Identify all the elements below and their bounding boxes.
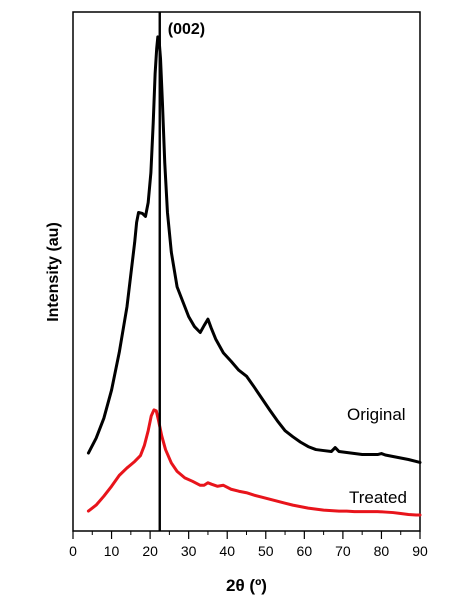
series-label-treated: Treated xyxy=(349,488,407,507)
series-line-original xyxy=(86,35,422,464)
x-tick-label-0: 0 xyxy=(69,543,77,559)
tick-layer: 0 10 20 30 40 50 60 70 80 90 xyxy=(69,531,428,559)
x-tick-label-60: 60 xyxy=(297,543,313,559)
x-tick-label-70: 70 xyxy=(335,543,351,559)
y-axis-label: Intensity (au) xyxy=(45,222,62,322)
x-tick-label-50: 50 xyxy=(258,543,274,559)
series-layer xyxy=(86,35,422,517)
annotation-label-002: (002) xyxy=(168,21,205,38)
x-tick-label-90: 90 xyxy=(412,543,428,559)
x-tick-label-10: 10 xyxy=(104,543,120,559)
x-tick-label-30: 30 xyxy=(181,543,197,559)
series-line-treated xyxy=(86,408,422,517)
x-tick-label-20: 20 xyxy=(142,543,158,559)
series-label-original: Original xyxy=(347,405,406,424)
x-axis-label: 2θ (º) xyxy=(226,576,267,595)
x-tick-label-80: 80 xyxy=(374,543,390,559)
annotation-layer: (002) xyxy=(158,12,205,531)
x-tick-label-40: 40 xyxy=(219,543,235,559)
